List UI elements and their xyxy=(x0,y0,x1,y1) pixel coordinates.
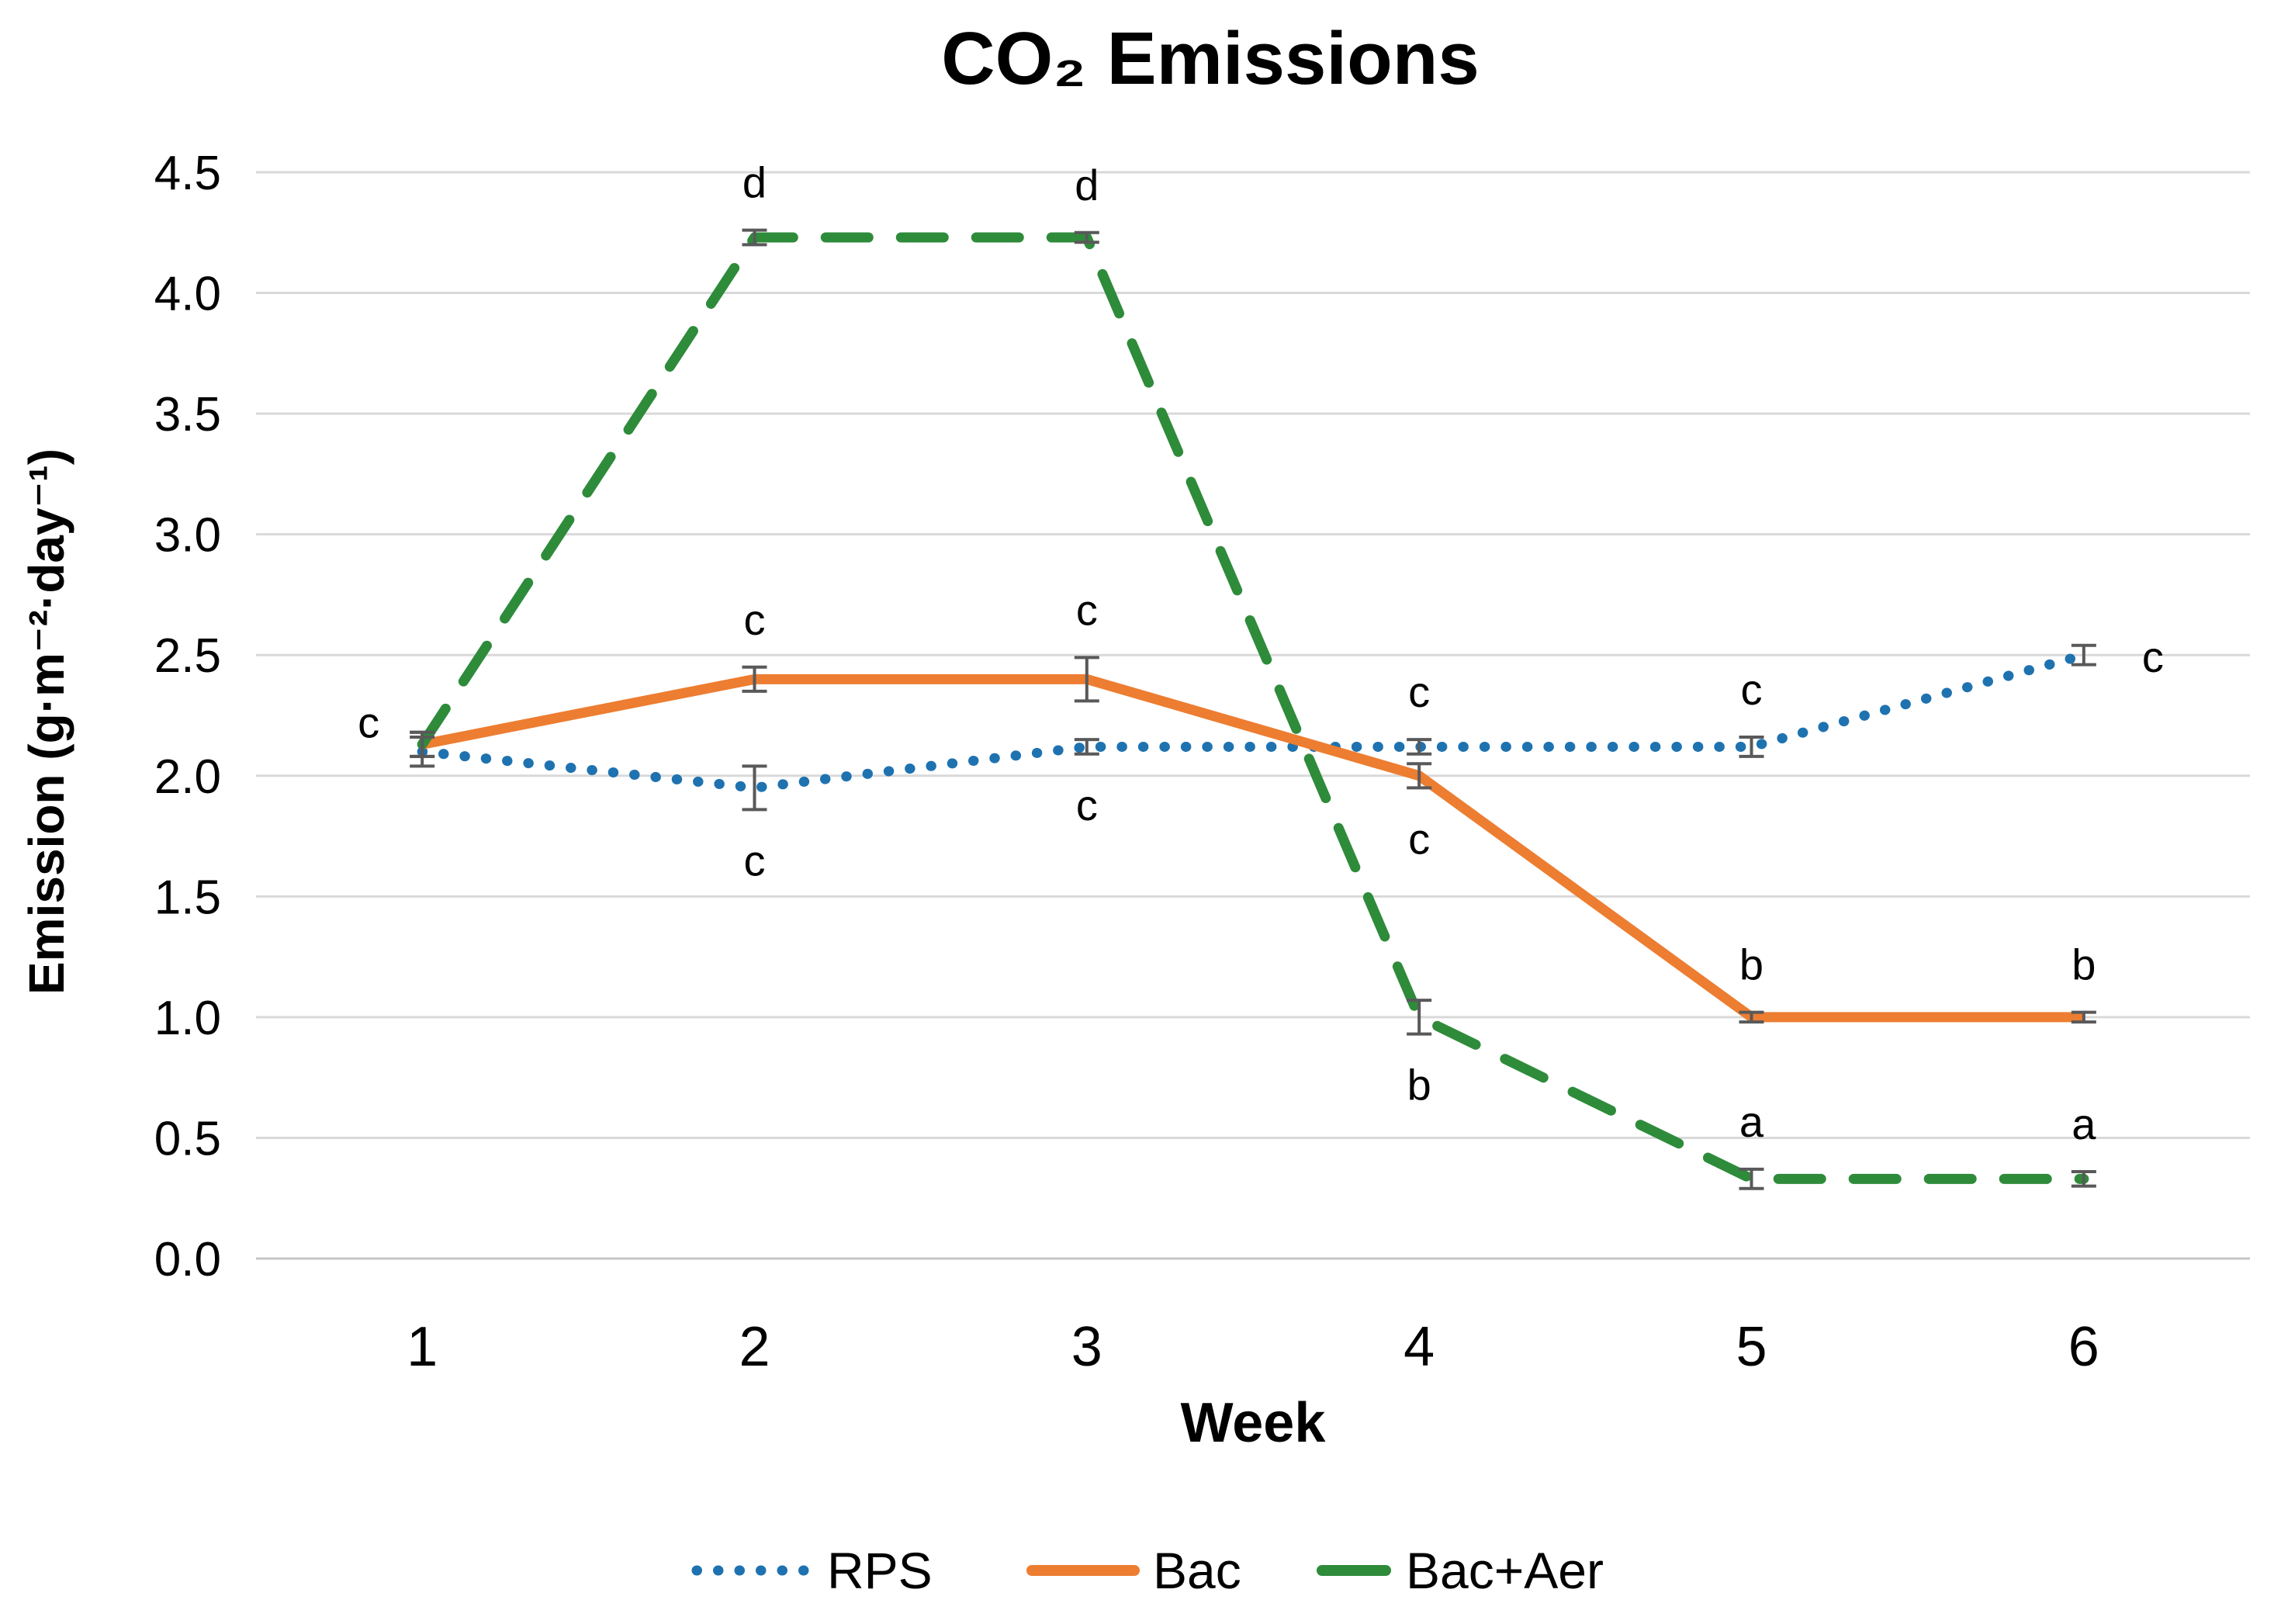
x-axis-title: Week xyxy=(1181,1392,1327,1454)
y-tick-label: 3.5 xyxy=(154,388,221,441)
significance-letter: c xyxy=(744,836,766,885)
legend-label-bac: Bac xyxy=(1153,1542,1241,1599)
chart-title: CO₂ Emissions xyxy=(941,17,1480,100)
x-tick-label: 2 xyxy=(739,1316,770,1378)
x-tick-label: 1 xyxy=(407,1316,438,1378)
y-tick-label: 4.5 xyxy=(154,147,221,200)
significance-letter: c xyxy=(744,595,766,644)
significance-letter: c xyxy=(358,698,379,747)
significance-letter: c xyxy=(1076,781,1098,829)
y-tick-label: 3.0 xyxy=(154,509,221,563)
significance-letter: d xyxy=(742,158,767,207)
series-line-bac-aer xyxy=(417,232,2089,1184)
x-tick-label: 5 xyxy=(1736,1316,1767,1378)
series-lines xyxy=(417,232,2089,1184)
y-tick-label: 4.0 xyxy=(154,268,221,321)
significance-letter: b xyxy=(1407,1061,1431,1110)
x-tick-label: 6 xyxy=(2068,1316,2099,1378)
y-tick-label: 0.0 xyxy=(154,1233,221,1286)
significance-letter: d xyxy=(1075,161,1099,209)
significance-letter: c xyxy=(2142,632,2164,681)
legend-label-rps: RPS xyxy=(827,1542,933,1599)
x-tick-labels: 1 2 3 4 5 6 xyxy=(407,1316,2099,1378)
x-tick-label: 4 xyxy=(1404,1316,1435,1378)
legend-label-bac-aer: Bac+Aer xyxy=(1406,1542,1604,1599)
y-axis-title: Emission (g·m⁻²·day⁻¹) xyxy=(19,448,74,995)
significance-letter: a xyxy=(2072,1099,2096,1148)
series-line-bac xyxy=(421,673,2084,1023)
significance-letter: b xyxy=(2072,940,2096,989)
y-tick-label: 2.0 xyxy=(154,750,221,804)
y-tick-labels: 0.0 0.5 1.0 1.5 2.0 2.5 3.0 3.5 4.0 4.5 xyxy=(154,147,221,1286)
significance-letter: c xyxy=(1076,585,1098,634)
x-tick-label: 3 xyxy=(1071,1316,1102,1378)
significance-letter: b xyxy=(1739,940,1763,989)
significance-letter: c xyxy=(1408,667,1430,716)
y-tick-label: 2.5 xyxy=(154,629,221,683)
significance-letter: c xyxy=(1408,814,1430,863)
error-bars xyxy=(410,228,2096,1190)
series-line-rps xyxy=(417,649,2089,793)
legend: RPS Bac Bac+Aer xyxy=(691,1542,1604,1599)
y-tick-label: 0.5 xyxy=(154,1112,221,1165)
y-tick-label: 1.0 xyxy=(154,992,221,1045)
gridlines xyxy=(256,171,2250,1260)
y-tick-label: 1.5 xyxy=(154,871,221,924)
significance-letter: a xyxy=(1739,1097,1764,1146)
letter-annotations: c c c c c c c c c b b d d b a a xyxy=(358,158,2164,1148)
significance-letter: c xyxy=(1741,665,1763,714)
